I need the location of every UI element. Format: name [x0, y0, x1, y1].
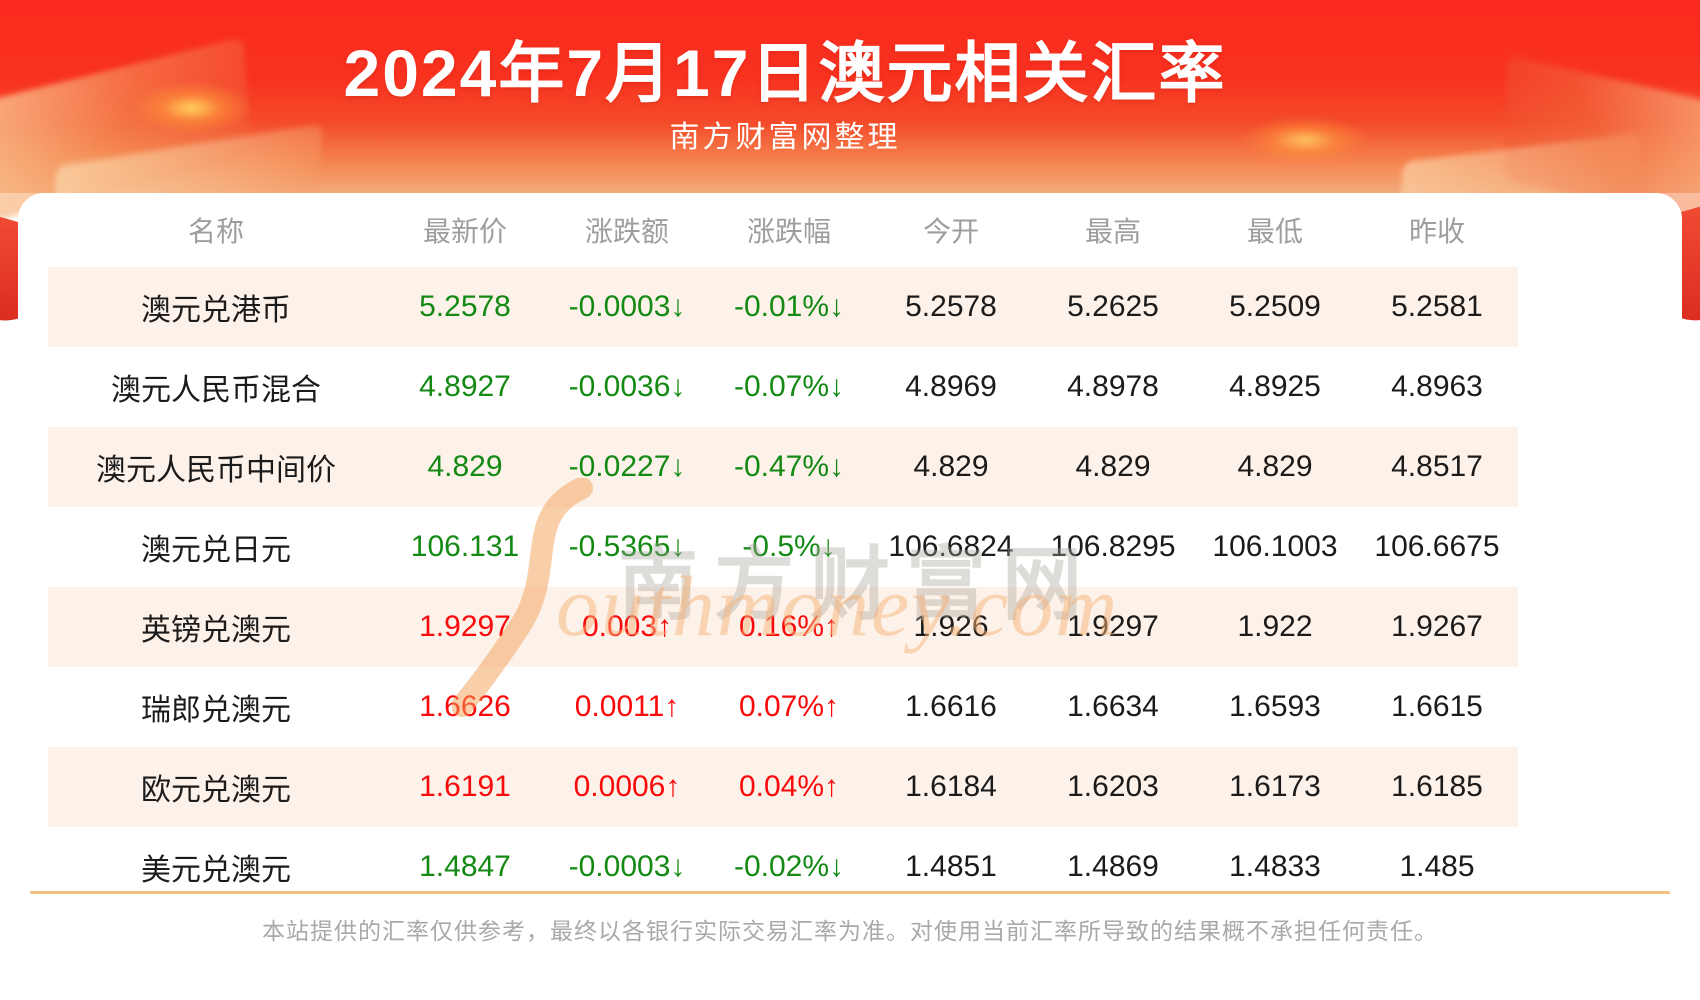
latest-price: 106.131	[410, 530, 520, 563]
prev-close-price: 4.8963	[1391, 370, 1483, 403]
table-header-row: 名称 最新价 涨跌额 涨跌幅 今开 最高 最低 昨收	[48, 193, 1518, 267]
change-percent: -0.47%↓	[708, 427, 870, 507]
column-header-prev-close: 昨收	[1408, 216, 1465, 247]
change-percent: 0.04%↑	[708, 747, 870, 827]
change-percent: -0.07%↓	[733, 370, 845, 403]
change-percent: 0.16%↑	[708, 587, 870, 667]
page-subtitle: 南方财富网整理	[669, 121, 901, 154]
table-row: 澳元人民币混合 4.8927 -0.0036↓ -0.07%↓ 4.8969 4…	[48, 347, 1518, 427]
open-price: 1.6616	[905, 690, 997, 723]
change-percent: -0.5%↓	[742, 530, 836, 563]
column-header-open: 今开	[922, 216, 979, 247]
latest-price: 1.4847	[419, 850, 511, 883]
prev-close-price: 1.6615	[1391, 690, 1483, 723]
column-header-high: 最高	[1084, 216, 1141, 247]
table-row: 瑞郎兑澳元 1.6626 0.0011↑ 0.07%↑ 1.6616 1.663…	[48, 667, 1518, 747]
high-price: 4.829	[1032, 427, 1194, 507]
high-price: 1.6203	[1032, 747, 1194, 827]
change-percent: -0.01%↓	[708, 267, 870, 347]
low-price: 4.829	[1194, 427, 1356, 507]
open-price: 5.2578	[870, 267, 1032, 347]
open-price: 4.829	[870, 427, 1032, 507]
low-price: 1.6593	[1229, 690, 1321, 723]
table-row: 欧元兑澳元 1.6191 0.0006↑ 0.04%↑ 1.6184 1.620…	[48, 747, 1518, 827]
latest-price: 4.8927	[419, 370, 511, 403]
open-price: 106.6824	[888, 530, 1014, 563]
low-price: 5.2509	[1194, 267, 1356, 347]
prev-close-price: 1.9267	[1356, 587, 1518, 667]
prev-close-price: 106.6675	[1374, 530, 1500, 563]
high-price: 106.8295	[1050, 530, 1176, 563]
change-amount: 0.003↑	[546, 587, 708, 667]
table-row: 美元兑澳元 1.4847 -0.0003↓ -0.02%↓ 1.4851 1.4…	[48, 827, 1518, 891]
open-price: 1.926	[870, 587, 1032, 667]
page-title: 2024年7月17日澳元相关汇率	[343, 36, 1227, 110]
pair-name: 澳元人民币中间价	[48, 427, 384, 507]
column-header-low: 最低	[1246, 216, 1303, 247]
high-price: 1.6634	[1067, 690, 1159, 723]
exchange-rates-table: 名称 最新价 涨跌额 涨跌幅 今开 最高 最低 昨收 澳元兑港币 5.2578 …	[48, 193, 1518, 891]
pair-name: 瑞郎兑澳元	[141, 694, 291, 727]
change-amount: -0.0003↓	[568, 850, 686, 883]
change-amount: -0.0036↓	[568, 370, 686, 403]
prev-close-price: 1.6185	[1356, 747, 1518, 827]
pair-name: 澳元兑港币	[48, 267, 384, 347]
column-header-latest: 最新价	[422, 216, 507, 247]
high-price: 4.8978	[1067, 370, 1159, 403]
latest-price: 1.6626	[419, 690, 511, 723]
table-row: 澳元兑港币 5.2578 -0.0003↓ -0.01%↓ 5.2578 5.2…	[48, 267, 1518, 347]
disclaimer-text: 本站提供的汇率仅供参考，最终以各银行实际交易汇率为准。对使用当前汇率所导致的结果…	[262, 918, 1438, 944]
pair-name: 英镑兑澳元	[48, 587, 384, 667]
table-row: 英镑兑澳元 1.9297 0.003↑ 0.16%↑ 1.926 1.9297 …	[48, 587, 1518, 667]
low-price: 1.6173	[1194, 747, 1356, 827]
latest-price: 4.829	[384, 427, 546, 507]
high-price: 1.9297	[1032, 587, 1194, 667]
low-price: 1.4833	[1229, 850, 1321, 883]
change-amount: -0.0227↓	[546, 427, 708, 507]
pair-name: 澳元兑日元	[141, 534, 291, 567]
rates-table-card: 名称 最新价 涨跌额 涨跌幅 今开 最高 最低 昨收 澳元兑港币 5.2578 …	[18, 193, 1682, 891]
latest-price: 5.2578	[384, 267, 546, 347]
open-price: 1.4851	[905, 850, 997, 883]
column-header-change-pct: 涨跌幅	[746, 216, 831, 247]
table-row: 澳元兑日元 106.131 -0.5365↓ -0.5%↓ 106.6824 1…	[48, 507, 1518, 587]
prev-close-price: 4.8517	[1356, 427, 1518, 507]
change-amount: -0.5365↓	[568, 530, 686, 563]
latest-price: 1.9297	[384, 587, 546, 667]
latest-price: 1.6191	[384, 747, 546, 827]
change-percent: -0.02%↓	[733, 850, 845, 883]
prev-close-price: 1.485	[1399, 850, 1475, 883]
change-percent: 0.07%↑	[738, 690, 840, 723]
table-row: 澳元人民币中间价 4.829 -0.0227↓ -0.47%↓ 4.829 4.…	[48, 427, 1518, 507]
pair-name: 澳元人民币混合	[111, 374, 321, 407]
low-price: 106.1003	[1212, 530, 1338, 563]
column-header-name: 名称	[187, 216, 244, 247]
footer-divider	[30, 891, 1670, 894]
low-price: 4.8925	[1229, 370, 1321, 403]
high-price: 5.2625	[1032, 267, 1194, 347]
high-price: 1.4869	[1067, 850, 1159, 883]
open-price: 1.6184	[870, 747, 1032, 827]
pair-name: 欧元兑澳元	[48, 747, 384, 827]
pair-name: 美元兑澳元	[141, 854, 291, 887]
change-amount: 0.0011↑	[574, 690, 680, 723]
low-price: 1.922	[1194, 587, 1356, 667]
column-header-change: 涨跌额	[584, 216, 669, 247]
change-amount: -0.0003↓	[546, 267, 708, 347]
change-amount: 0.0006↑	[546, 747, 708, 827]
open-price: 4.8969	[905, 370, 997, 403]
prev-close-price: 5.2581	[1356, 267, 1518, 347]
